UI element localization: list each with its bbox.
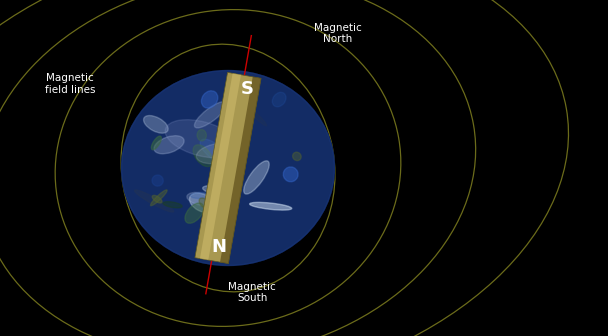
Ellipse shape	[201, 91, 218, 108]
Ellipse shape	[242, 94, 255, 106]
Ellipse shape	[197, 130, 206, 141]
Polygon shape	[195, 72, 261, 264]
Ellipse shape	[151, 136, 161, 150]
Ellipse shape	[202, 183, 214, 198]
Ellipse shape	[190, 192, 212, 199]
Ellipse shape	[154, 136, 184, 154]
Ellipse shape	[202, 185, 237, 196]
Ellipse shape	[165, 120, 238, 158]
Text: S: S	[241, 80, 254, 98]
Ellipse shape	[187, 193, 216, 206]
Text: Magnetic
field lines: Magnetic field lines	[44, 73, 95, 95]
Ellipse shape	[292, 152, 301, 161]
Ellipse shape	[244, 104, 267, 126]
Ellipse shape	[163, 202, 182, 208]
Ellipse shape	[196, 143, 238, 164]
Text: N: N	[212, 238, 227, 256]
Ellipse shape	[250, 202, 292, 210]
Ellipse shape	[122, 71, 334, 265]
Ellipse shape	[152, 175, 164, 186]
Polygon shape	[220, 77, 261, 264]
Ellipse shape	[200, 139, 231, 166]
Text: Magnetic
South: Magnetic South	[229, 282, 276, 303]
Ellipse shape	[185, 203, 204, 223]
Ellipse shape	[151, 190, 167, 206]
Polygon shape	[200, 73, 241, 260]
Ellipse shape	[193, 145, 213, 167]
Ellipse shape	[143, 116, 168, 133]
Ellipse shape	[122, 71, 334, 265]
Ellipse shape	[283, 167, 298, 182]
Ellipse shape	[134, 190, 174, 212]
Text: Magnetic
North: Magnetic North	[314, 23, 361, 44]
Ellipse shape	[244, 161, 269, 194]
Ellipse shape	[195, 101, 227, 128]
Ellipse shape	[272, 92, 286, 107]
Ellipse shape	[190, 193, 215, 213]
Ellipse shape	[152, 195, 162, 203]
Ellipse shape	[122, 71, 334, 265]
Ellipse shape	[199, 198, 209, 208]
